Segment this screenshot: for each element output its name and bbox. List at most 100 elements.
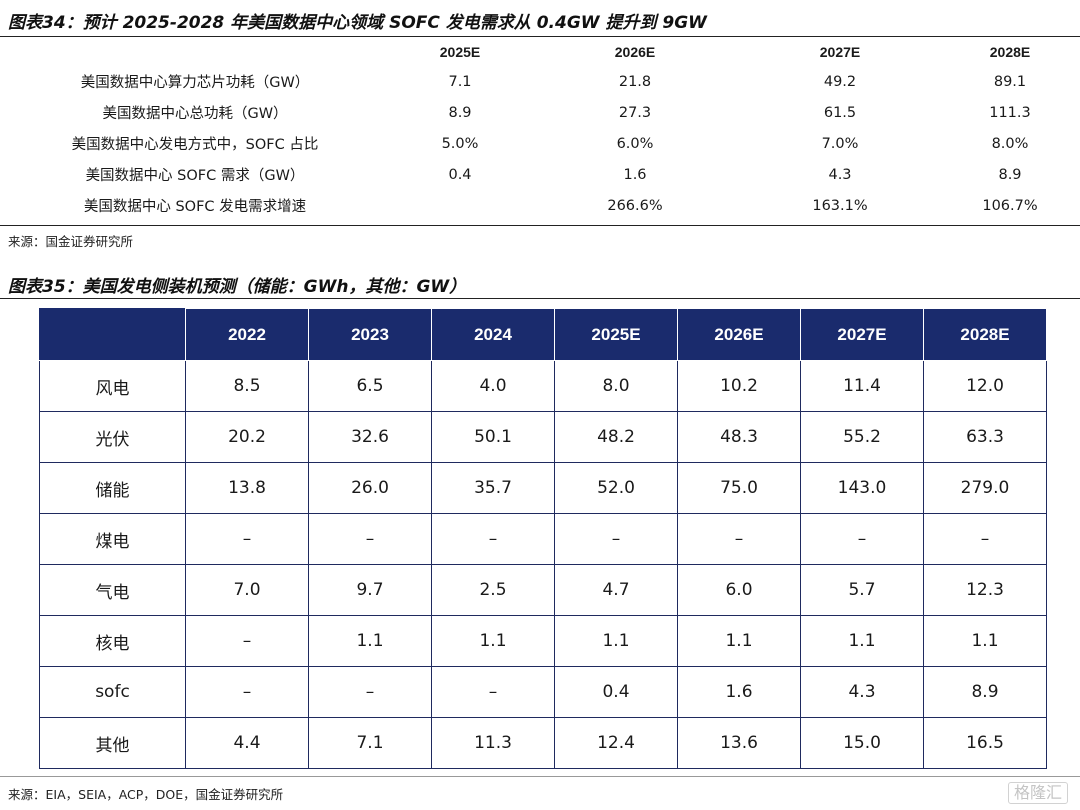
table-row: 煤电 – – – – – – – [39, 513, 1047, 565]
table-cell: 1.1 [554, 615, 678, 667]
table-cell: – [677, 513, 801, 565]
table-cell: – [923, 513, 1047, 565]
table-cell: 163.1% [812, 197, 868, 214]
row-label: 美国数据中心发电方式中，SOFC 占比 [71, 137, 319, 153]
table-row: 美国数据中心 SOFC 发电需求增速 266.6% 163.1% 106.7% [0, 190, 1080, 221]
table-cell: 1.1 [308, 615, 432, 667]
table-cell: 20.2 [185, 411, 309, 463]
table-cell: 11.3 [431, 717, 555, 769]
table-row: 核电 – 1.1 1.1 1.1 1.1 1.1 1.1 [39, 615, 1047, 667]
header-cell: 2022 [185, 308, 309, 361]
header-cell: 2023 [308, 308, 432, 361]
table-cell: 16.5 [923, 717, 1047, 769]
table-cell: 4.0 [431, 360, 555, 412]
table-cell: 111.3 [989, 104, 1031, 121]
row-label: sofc [39, 666, 186, 718]
header-cell: 2025E [439, 44, 481, 60]
header-cell: 2028E [923, 308, 1047, 361]
figure-35-bottom-rule [0, 776, 1080, 777]
table-cell: – [185, 513, 309, 565]
figure-35-title: 图表35：美国发电侧装机预测（储能：GWh，其他：GW） [8, 277, 467, 297]
table-cell: 6.0 [677, 564, 801, 616]
table-cell: 8.5 [185, 360, 309, 412]
table-row: sofc – – – 0.4 1.6 4.3 8.9 [39, 666, 1047, 718]
table-cell: 11.4 [800, 360, 924, 412]
table-row: 储能 13.8 26.0 35.7 52.0 75.0 143.0 279.0 [39, 462, 1047, 514]
table-cell: 13.6 [677, 717, 801, 769]
table-cell: 1.6 [623, 166, 647, 183]
header-cell: 2027E [819, 44, 861, 60]
figure-34-table: 2025E 2026E 2027E 2028E 美国数据中心算力芯片功耗（GW）… [0, 38, 1080, 221]
table-cell: 6.5 [308, 360, 432, 412]
header-cell: 2024 [431, 308, 555, 361]
table-cell: – [431, 666, 555, 718]
table-cell: 7.1 [448, 73, 472, 90]
table-cell: 21.8 [618, 73, 652, 90]
table-cell: 8.9 [923, 666, 1047, 718]
table-cell: 50.1 [431, 411, 555, 463]
table-cell: 12.4 [554, 717, 678, 769]
table-cell: – [308, 666, 432, 718]
table-cell: 27.3 [618, 104, 652, 121]
header-cell: 2028E [989, 44, 1031, 60]
table-cell: 279.0 [923, 462, 1047, 514]
table-row: 气电 7.0 9.7 2.5 4.7 6.0 5.7 12.3 [39, 564, 1047, 616]
table-cell: 89.1 [993, 73, 1027, 90]
header-cell: 2025E [554, 308, 678, 361]
row-label: 美国数据中心总功耗（GW） [102, 106, 288, 122]
table-cell: 12.0 [923, 360, 1047, 412]
table-cell: 4.7 [554, 564, 678, 616]
table-cell: 5.0% [441, 135, 479, 152]
table-cell: 12.3 [923, 564, 1047, 616]
table-cell: 143.0 [800, 462, 924, 514]
table-cell: 8.0% [991, 135, 1029, 152]
table-cell: – [554, 513, 678, 565]
table-cell: 48.2 [554, 411, 678, 463]
table-row: 美国数据中心算力芯片功耗（GW） 7.1 21.8 49.2 89.1 [0, 66, 1080, 97]
table-cell: 8.9 [998, 166, 1022, 183]
table-cell: 2.5 [431, 564, 555, 616]
row-label: 储能 [39, 462, 186, 514]
table-cell: 0.4 [448, 166, 472, 183]
table-cell: 26.0 [308, 462, 432, 514]
table-cell: 7.0% [821, 135, 859, 152]
table-cell: 35.7 [431, 462, 555, 514]
table-cell: 49.2 [823, 73, 857, 90]
table-cell: 1.1 [431, 615, 555, 667]
figure-35-table: 2022 2023 2024 2025E 2026E 2027E 2028E 风… [39, 308, 1047, 769]
header-cell: 2027E [800, 308, 924, 361]
figure-34-bottom-rule [0, 225, 1080, 226]
table-cell: 4.3 [828, 166, 852, 183]
figure-34-header-row: 2025E 2026E 2027E 2028E [0, 38, 1080, 66]
table-cell: 8.0 [554, 360, 678, 412]
table-cell: 0.4 [554, 666, 678, 718]
table-cell: 10.2 [677, 360, 801, 412]
figure-34-title: 图表34：预计 2025-2028 年美国数据中心领域 SOFC 发电需求从 0… [8, 13, 707, 33]
table-cell: – [308, 513, 432, 565]
figure-34-top-rule [0, 36, 1080, 37]
figure-34-source: 来源：国金证券研究所 [8, 234, 134, 249]
table-cell: 1.1 [800, 615, 924, 667]
table-cell: 63.3 [923, 411, 1047, 463]
table-cell: 7.1 [308, 717, 432, 769]
row-label: 美国数据中心 SOFC 发电需求增速 [83, 199, 307, 215]
row-label: 气电 [39, 564, 186, 616]
table-cell: 6.0% [616, 135, 654, 152]
table-cell: 1.6 [677, 666, 801, 718]
header-corner-cell [39, 308, 186, 361]
row-label: 其他 [39, 717, 186, 769]
figure-35-top-rule [0, 298, 1080, 299]
table-cell: 4.3 [800, 666, 924, 718]
figure-35-source: 来源：EIA，SEIA，ACP，DOE，国金证券研究所 [8, 787, 284, 802]
table-cell: 15.0 [800, 717, 924, 769]
table-cell: – [800, 513, 924, 565]
table-cell: – [185, 615, 309, 667]
table-cell: 5.7 [800, 564, 924, 616]
table-cell: 52.0 [554, 462, 678, 514]
header-cell: 2026E [614, 44, 656, 60]
table-cell: 106.7% [982, 197, 1038, 214]
table-cell: 266.6% [607, 197, 663, 214]
table-cell: 4.4 [185, 717, 309, 769]
row-label: 风电 [39, 360, 186, 412]
table-cell: – [185, 666, 309, 718]
